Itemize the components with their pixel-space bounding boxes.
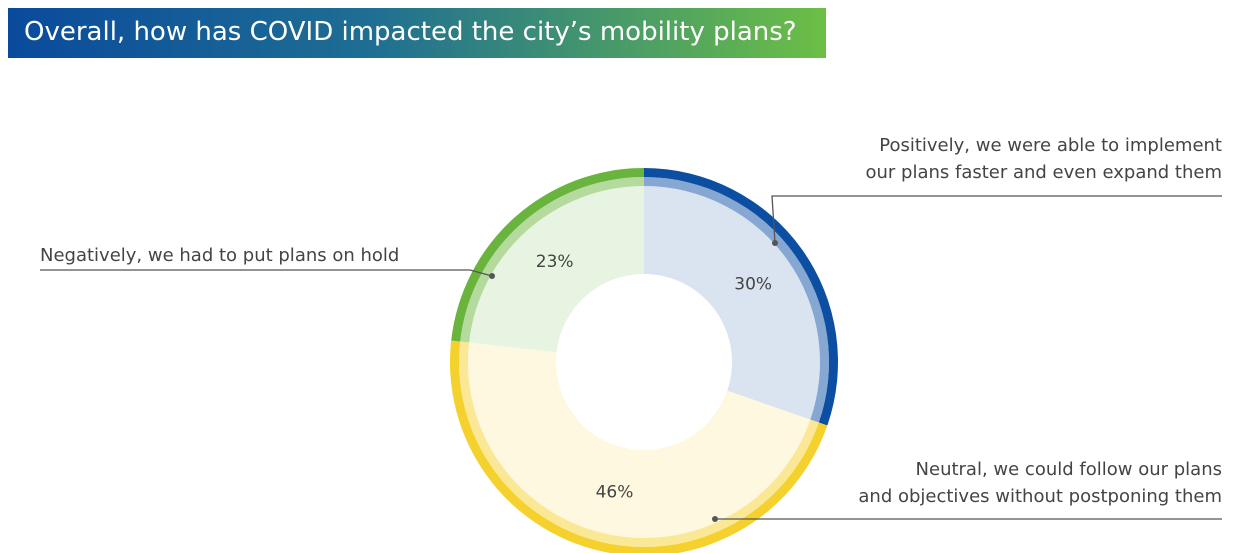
category-label: Positively, we were able to implement ou… <box>865 135 1222 183</box>
leader-dots <box>489 240 778 522</box>
leader-line <box>771 195 1222 244</box>
title-bar: Overall, how has COVID impacted the city… <box>8 8 826 58</box>
slice-fill <box>644 186 820 420</box>
leader-dot <box>712 516 718 522</box>
leader-dot <box>489 273 495 279</box>
slice-band <box>460 177 644 343</box>
value-label: 46% <box>596 483 634 503</box>
slices: 30% 46% 23% <box>450 168 838 553</box>
slice-fill <box>468 342 811 538</box>
leader-lines <box>40 195 1222 520</box>
chart-title: Overall, how has COVID impacted the city… <box>24 17 797 47</box>
slice-fill <box>469 186 644 353</box>
category-label: Negatively, we had to put plans on hold <box>40 245 400 266</box>
value-label: 23% <box>536 252 574 272</box>
category-label: Neutral, we could follow our plans and o… <box>858 459 1222 507</box>
leader-dot <box>772 240 778 246</box>
slice-rim <box>451 168 644 342</box>
value-label: 30% <box>734 274 772 294</box>
leader-line <box>40 269 493 277</box>
